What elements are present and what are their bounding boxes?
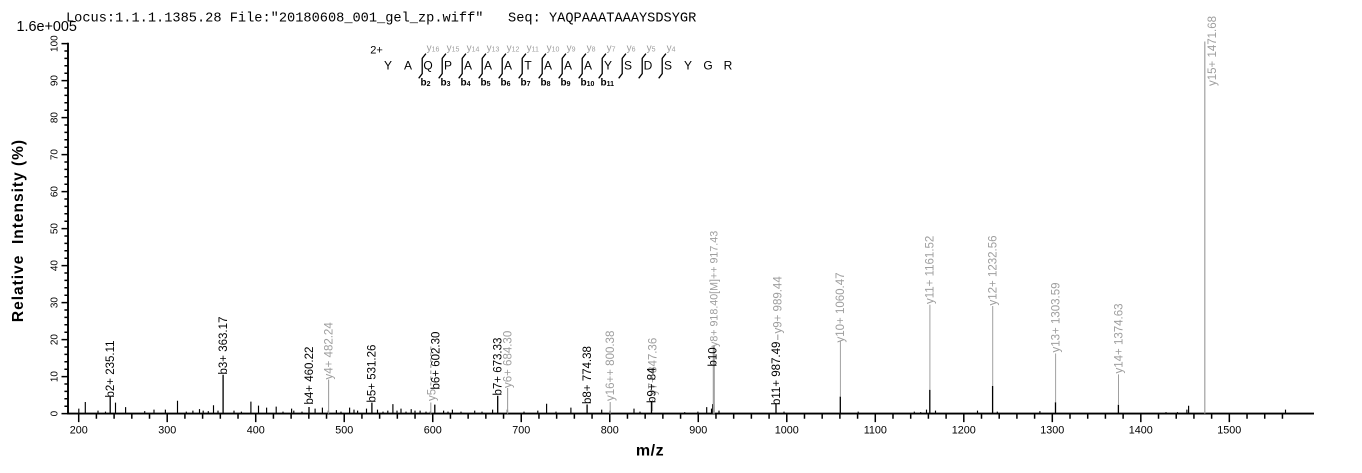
- svg-text:y8: y8: [587, 43, 596, 54]
- svg-text:60: 60: [50, 186, 61, 198]
- svg-text:A: A: [544, 59, 552, 73]
- svg-text:b7+ 673.33: b7+ 673.33: [493, 338, 505, 396]
- svg-text:S: S: [664, 59, 672, 73]
- svg-text:b6: b6: [501, 78, 511, 89]
- svg-text:b5: b5: [481, 78, 491, 89]
- svg-text:b2: b2: [421, 78, 431, 89]
- svg-text:b10: b10: [708, 347, 720, 366]
- svg-text:b8: b8: [541, 78, 551, 89]
- svg-text:1100: 1100: [864, 425, 887, 437]
- svg-text:b3: b3: [441, 78, 451, 89]
- svg-text:y14: y14: [467, 43, 480, 54]
- svg-text:y15: y15: [447, 43, 460, 54]
- svg-text:y8+ 918.40[M]++ 917.43: y8+ 918.40[M]++ 917.43: [709, 231, 721, 347]
- svg-text:Q: Q: [423, 59, 432, 73]
- svg-text:y13+ 1303.59: y13+ 1303.59: [1050, 282, 1062, 352]
- svg-text:b9+ 84: b9+ 84: [646, 367, 658, 403]
- svg-text:900: 900: [689, 425, 707, 437]
- svg-text:Y: Y: [684, 59, 692, 73]
- svg-text:70: 70: [50, 149, 61, 161]
- svg-text:b2+ 235.11: b2+ 235.11: [105, 340, 117, 397]
- svg-text:P: P: [444, 59, 452, 73]
- svg-text:T: T: [524, 59, 532, 73]
- svg-text:y13: y13: [487, 43, 500, 54]
- svg-text:800: 800: [601, 425, 619, 437]
- svg-text:A: A: [504, 59, 512, 73]
- svg-text:b6+ 602.30: b6+ 602.30: [431, 332, 443, 390]
- svg-text:A: A: [584, 59, 592, 73]
- svg-text:y6: y6: [627, 43, 636, 54]
- svg-text:Y: Y: [604, 59, 612, 73]
- svg-text:b9: b9: [561, 78, 571, 89]
- svg-text:b8+ 774.38: b8+ 774.38: [582, 346, 594, 404]
- svg-text:y12+ 1232.56: y12+ 1232.56: [988, 235, 1000, 305]
- svg-text:D: D: [644, 59, 653, 73]
- svg-text:y7+ 847.36: y7+ 847.36: [647, 338, 659, 395]
- svg-text:R: R: [724, 59, 733, 73]
- svg-text:A: A: [464, 59, 472, 73]
- svg-text:y16++ 800.38: y16++ 800.38: [605, 331, 617, 401]
- svg-text:20: 20: [50, 334, 61, 346]
- svg-text:y4+ 482.24: y4+ 482.24: [323, 322, 335, 380]
- svg-text:G: G: [703, 59, 712, 73]
- svg-text:Y: Y: [384, 59, 392, 73]
- svg-text:100: 100: [50, 35, 61, 52]
- svg-text:y14+ 1374.63: y14+ 1374.63: [1113, 303, 1125, 373]
- svg-text:b5+ 531.26: b5+ 531.26: [367, 345, 379, 403]
- svg-text:y16: y16: [427, 43, 440, 54]
- svg-text:500: 500: [335, 425, 353, 437]
- svg-text:y9: y9: [567, 43, 576, 54]
- svg-text:Relative Intensity (%): Relative Intensity (%): [10, 139, 27, 322]
- svg-text:200: 200: [70, 425, 88, 437]
- svg-text:y6+ 684.30: y6+ 684.30: [502, 331, 514, 388]
- svg-text:A: A: [404, 59, 412, 73]
- svg-text:400: 400: [247, 425, 265, 437]
- svg-text:y12: y12: [507, 43, 520, 54]
- svg-text:S: S: [624, 59, 632, 73]
- svg-text:0: 0: [50, 410, 61, 416]
- svg-text:b4+ 460.22: b4+ 460.22: [304, 347, 316, 405]
- svg-text:y9+ 989.44: y9+ 989.44: [773, 276, 785, 334]
- svg-text:Locus:1.1.1.1385.28 File:"2018: Locus:1.1.1.1385.28 File:"20180608_001_g…: [66, 12, 696, 27]
- svg-text:10: 10: [50, 371, 61, 383]
- svg-text:80: 80: [50, 112, 61, 124]
- svg-text:b11+ 987.49: b11+ 987.49: [771, 342, 783, 405]
- svg-text:1400: 1400: [1129, 425, 1153, 437]
- svg-text:b7: b7: [521, 78, 531, 89]
- svg-text:A: A: [564, 59, 572, 73]
- svg-text:1500: 1500: [1217, 425, 1241, 437]
- svg-text:50: 50: [50, 223, 61, 235]
- svg-text:30: 30: [50, 297, 61, 309]
- svg-text:b4: b4: [461, 78, 471, 89]
- svg-text:b10: b10: [581, 78, 595, 89]
- svg-text:600: 600: [424, 425, 442, 437]
- svg-text:y4: y4: [667, 43, 676, 54]
- svg-text:y10+ 1060.47: y10+ 1060.47: [835, 272, 847, 342]
- svg-text:1300: 1300: [1040, 425, 1064, 437]
- svg-text:b3+ 363.17: b3+ 363.17: [218, 317, 230, 375]
- svg-text:y5: y5: [427, 389, 439, 401]
- svg-text:y15+ 1471.68: y15+ 1471.68: [1207, 16, 1219, 86]
- svg-text:1000: 1000: [775, 425, 799, 437]
- svg-text:1.6e+005: 1.6e+005: [17, 19, 77, 35]
- svg-text:90: 90: [50, 75, 61, 87]
- svg-text:m/z: m/z: [636, 443, 664, 460]
- svg-text:y11: y11: [527, 43, 539, 54]
- svg-text:b11: b11: [601, 78, 615, 89]
- svg-text:y11+ 1161.52: y11+ 1161.52: [925, 236, 937, 304]
- svg-text:40: 40: [50, 260, 61, 272]
- svg-text:300: 300: [158, 425, 176, 437]
- svg-text:2+: 2+: [370, 45, 383, 57]
- svg-text:700: 700: [512, 425, 530, 437]
- svg-text:y10: y10: [547, 43, 560, 54]
- svg-text:A: A: [484, 59, 492, 73]
- svg-text:1200: 1200: [952, 425, 976, 437]
- svg-text:y7: y7: [607, 43, 616, 54]
- svg-text:y5: y5: [647, 43, 656, 54]
